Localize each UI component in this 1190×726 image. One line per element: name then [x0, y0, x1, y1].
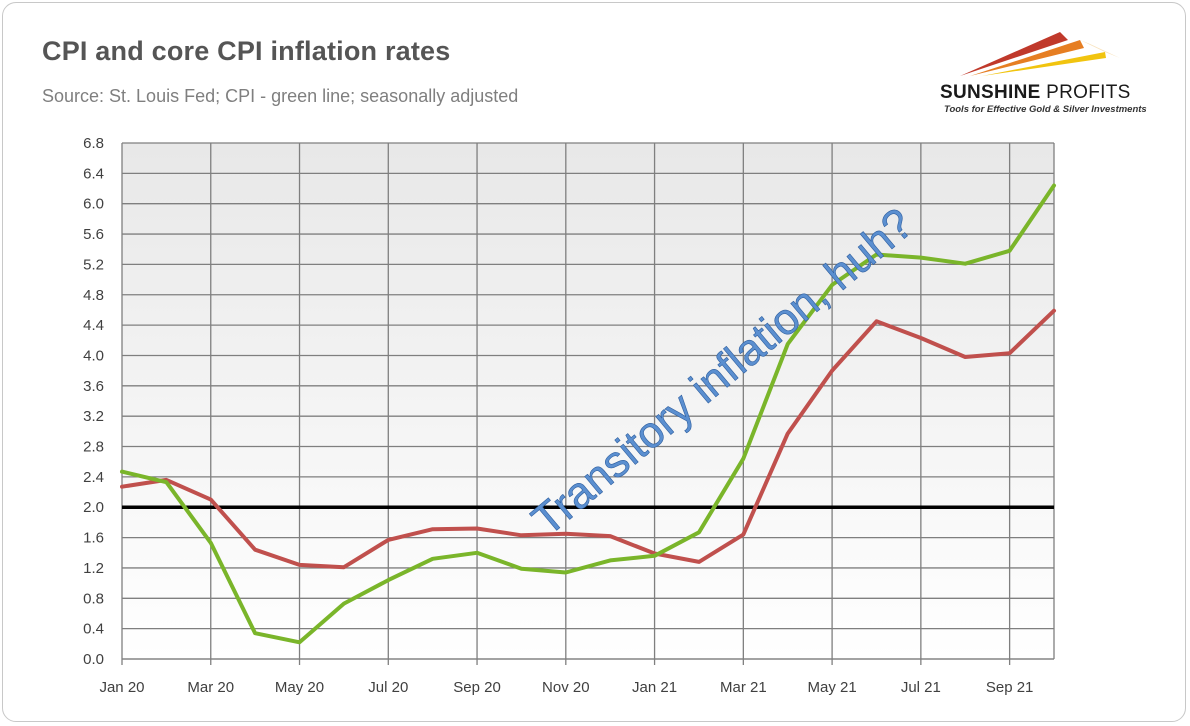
y-tick-label: 4.8	[83, 287, 104, 304]
y-tick-label: 6.0	[83, 196, 104, 213]
y-tick-label: 4.0	[83, 347, 104, 364]
y-tick-label: 1.6	[83, 530, 104, 547]
logo-name: SUNSHINE PROFITS	[940, 82, 1131, 103]
y-tick-label: 0.8	[83, 590, 104, 607]
logo-tagline: Tools for Effective Gold & Silver Invest…	[944, 104, 1147, 115]
y-tick-label: 3.6	[83, 378, 104, 395]
y-tick-label: 4.4	[83, 317, 104, 334]
x-tick-label: Jul 20	[368, 679, 408, 696]
core-cpi-line	[120, 308, 1056, 570]
y-tick-label: 5.2	[83, 256, 104, 273]
sunshine-profits-logo-icon	[960, 32, 1120, 76]
plot-area	[122, 143, 1054, 659]
y-tick-label: 1.2	[83, 560, 104, 577]
y-tick-label: 0.0	[83, 651, 104, 668]
chart-subtitle: Source: St. Louis Fed; CPI - green line;…	[42, 86, 519, 106]
data-series	[120, 183, 1056, 645]
x-tick-label: Sep 20	[453, 679, 501, 696]
x-tick-label: Mar 20	[187, 679, 234, 696]
y-tick-label: 2.4	[83, 469, 104, 486]
x-tick-label: Jan 21	[632, 679, 677, 696]
y-tick-label: 3.2	[83, 408, 104, 425]
x-axis-ticks: Jan 20 Mar 20 May 20 Jul 20 Sep 20 Nov 20 Jan …	[99, 679, 1033, 696]
x-tick-label: Jul 21	[901, 679, 941, 696]
y-tick-label: 0.4	[83, 621, 104, 638]
x-tick-label: May 21	[807, 679, 856, 696]
y-tick-label: 2.0	[83, 499, 104, 516]
x-tick-label: May 20	[275, 679, 324, 696]
chart-title: CPI and core CPI inflation rates	[42, 36, 451, 66]
y-tick-label: 6.4	[83, 165, 104, 182]
x-tick-label: Jan 20	[99, 679, 144, 696]
cpi-line	[120, 183, 1056, 645]
x-tick-label: Nov 20	[542, 679, 590, 696]
y-tick-label: 5.6	[83, 226, 104, 243]
y-tick-label: 2.8	[83, 439, 104, 456]
y-tick-label: 6.8	[83, 135, 104, 152]
x-tick-label: Mar 21	[720, 679, 767, 696]
x-tick-label: Sep 21	[986, 679, 1034, 696]
y-axis-ticks: 0.0 0.4 0.8 1.2 1.6 2.0 2.4 2.8 3.2 3.6 4.0 4.4 4.8 5…	[83, 135, 104, 668]
